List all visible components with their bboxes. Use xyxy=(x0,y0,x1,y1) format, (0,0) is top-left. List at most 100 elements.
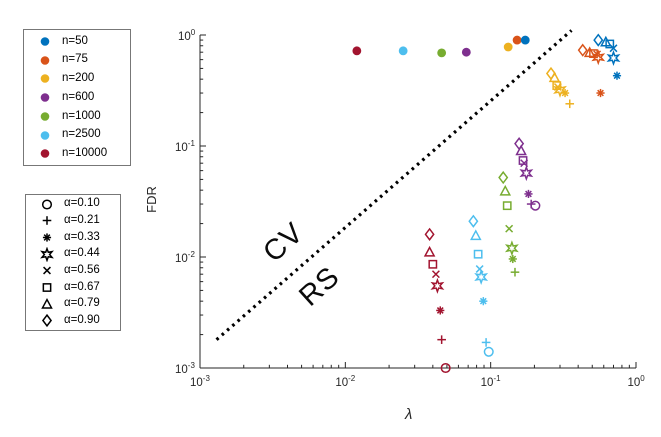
tick-label: 10-2 xyxy=(175,249,195,265)
tick-label: 10-3 xyxy=(175,360,195,376)
triangle-marker xyxy=(515,144,527,156)
dot-marker xyxy=(40,36,50,46)
rs-points xyxy=(423,33,622,374)
dot-marker xyxy=(520,35,530,45)
hexagram-marker xyxy=(519,165,534,182)
legend-item-label: n=75 xyxy=(62,53,88,66)
legend-item-n-50: n=50 xyxy=(24,34,130,49)
asterisk-marker xyxy=(612,71,622,80)
dot-marker-icon xyxy=(40,55,50,65)
tick-label: 10-1 xyxy=(480,374,501,389)
plus-marker xyxy=(437,335,446,344)
diamond-marker xyxy=(468,214,479,228)
legend-item-n-1000: n=1000 xyxy=(24,109,130,124)
dot-marker xyxy=(352,46,362,56)
dot-marker xyxy=(40,111,50,121)
legend-item-label: α=0.56 xyxy=(64,264,100,277)
dot-marker-icon xyxy=(40,111,50,121)
legend-item-label: α=0.44 xyxy=(64,247,100,260)
legend-item-alpha-0.21: α=0.21 xyxy=(26,213,120,228)
legend-item-label: n=10000 xyxy=(62,147,108,159)
dot-marker xyxy=(503,42,513,52)
tick-label: 100 xyxy=(627,374,645,389)
x-axis-label: λ xyxy=(405,406,413,423)
dot-marker-icon xyxy=(40,36,50,46)
legend-item-label: n=50 xyxy=(62,34,88,47)
legend-item-label: n=600 xyxy=(62,90,95,103)
dot-marker xyxy=(461,47,471,57)
legend-alpha-markers: α=0.10 α=0.21 α=0.33 α=0.44 α=0.56 α=0.67 α=0.… xyxy=(25,194,121,331)
asterisk-marker xyxy=(436,306,445,315)
cv-rs-boundary-line xyxy=(215,29,573,341)
hexagram-marker xyxy=(40,246,54,262)
dot-marker xyxy=(512,35,522,45)
legend-item-n-2500: n=2500 xyxy=(24,128,130,143)
triangle-marker-icon xyxy=(41,297,53,309)
legend-item-alpha-0.10: α=0.10 xyxy=(26,197,120,212)
triangle-marker xyxy=(41,297,53,309)
tick-label: 10-3 xyxy=(190,374,210,389)
legend-item-alpha-0.79: α=0.79 xyxy=(26,297,120,312)
legend-item-label: α=0.10 xyxy=(64,197,100,210)
legend-item-alpha-0.90: α=0.90 xyxy=(26,313,120,328)
legend-item-label: α=0.21 xyxy=(64,214,100,227)
hexagram-marker xyxy=(474,269,489,286)
diamond-marker xyxy=(577,43,588,57)
asterisk-marker xyxy=(508,254,517,264)
legend-item-alpha-0.56: α=0.56 xyxy=(26,263,120,278)
hexagram-marker-icon xyxy=(40,246,54,262)
legend-item-n-75: n=75 xyxy=(24,53,130,68)
square-marker xyxy=(42,283,52,292)
legend-item-label: α=0.67 xyxy=(64,280,100,293)
triangle-marker xyxy=(499,184,512,196)
hexagram-marker xyxy=(553,81,567,98)
x-marker xyxy=(609,44,618,53)
hexagram-marker xyxy=(430,277,445,294)
diamond-marker-icon xyxy=(41,314,53,328)
square-marker-icon xyxy=(42,283,52,292)
x-marker-icon xyxy=(43,266,51,275)
dot-marker-icon xyxy=(40,74,50,84)
asterisk-marker xyxy=(596,88,605,98)
legend-item-label: α=0.33 xyxy=(64,230,100,243)
dot-marker xyxy=(40,130,50,140)
dot-marker-icon xyxy=(40,149,50,159)
hexagram-marker xyxy=(606,50,621,67)
plus-marker-icon xyxy=(42,216,52,226)
legend-item-n-10000: n=10000 xyxy=(24,146,130,161)
circle-marker xyxy=(41,199,53,210)
plus-marker xyxy=(481,338,491,347)
tick-label: 10-1 xyxy=(175,138,195,154)
plus-marker xyxy=(510,267,520,277)
dot-marker xyxy=(40,74,50,84)
dot-marker-icon xyxy=(40,130,50,140)
legend-item-alpha-0.44: α=0.44 xyxy=(26,246,120,262)
cv-points xyxy=(352,35,530,58)
dot-marker-icon xyxy=(40,93,50,102)
tick-label: 100 xyxy=(178,27,196,43)
legend-item-alpha-0.67: α=0.67 xyxy=(26,280,120,295)
hexagram-marker xyxy=(504,240,519,257)
x-marker xyxy=(431,270,440,279)
x-marker xyxy=(475,265,484,273)
legend-item-label: n=200 xyxy=(62,72,95,84)
legend-item-label: n=1000 xyxy=(62,109,101,122)
y-axis-label: FDR xyxy=(143,186,159,213)
square-marker xyxy=(502,201,512,211)
legend-item-label: α=0.79 xyxy=(64,297,100,310)
x-marker xyxy=(505,224,514,233)
diamond-marker xyxy=(41,314,53,328)
legend-item-n-600: n=600 xyxy=(24,90,130,105)
legend-item-alpha-0.33: α=0.33 xyxy=(26,230,120,245)
triangle-marker xyxy=(423,245,436,257)
dot-marker xyxy=(398,46,408,56)
dot-marker xyxy=(40,149,50,159)
square-marker xyxy=(428,259,438,269)
asterisk-marker xyxy=(479,297,488,306)
asterisk-marker xyxy=(42,233,52,242)
tick-label: 10-2 xyxy=(335,374,356,389)
triangle-marker xyxy=(470,229,482,241)
asterisk-marker-icon xyxy=(42,233,52,242)
dot-marker xyxy=(40,55,50,65)
